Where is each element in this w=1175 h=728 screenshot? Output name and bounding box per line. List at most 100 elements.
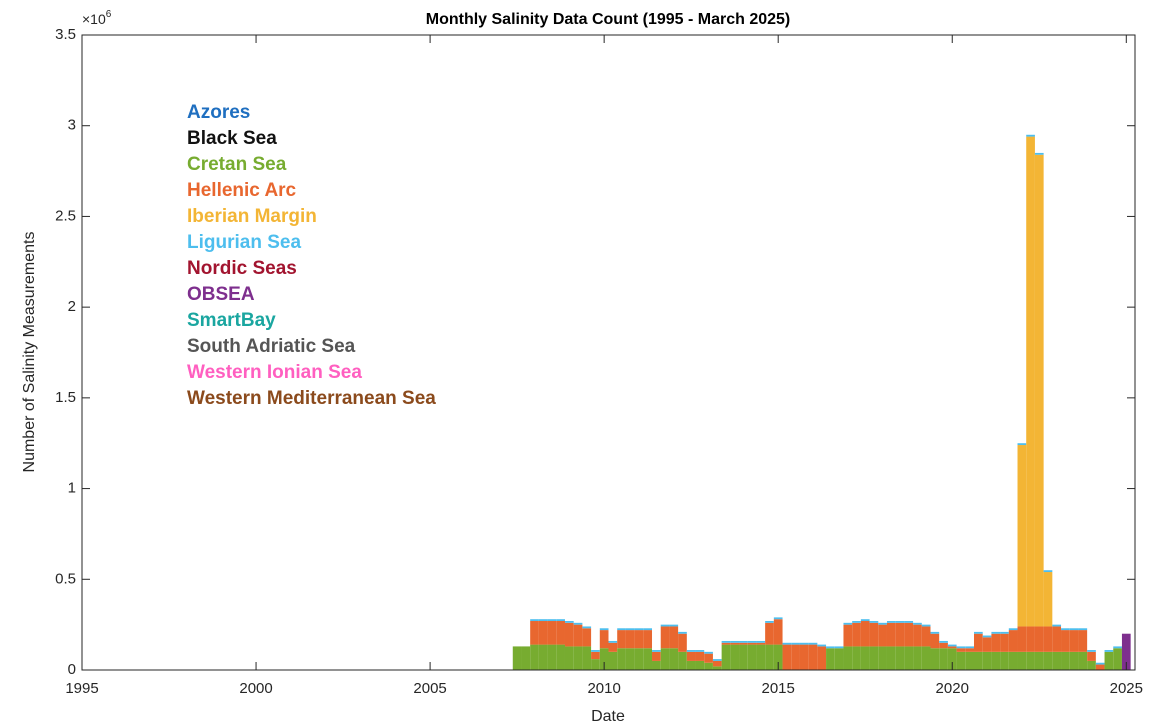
bar-segment [817, 644, 827, 647]
bar-segment [695, 651, 705, 661]
bar-segment [1061, 628, 1070, 631]
legend-entry: Iberian Margin [187, 206, 317, 227]
bar-segment [1095, 664, 1105, 670]
bar-segment [834, 648, 844, 670]
bar-segment [1008, 630, 1018, 652]
bar-segment [530, 621, 539, 645]
legend-entry: Western Mediterranean Sea [187, 388, 436, 409]
bar-segment [852, 622, 861, 647]
bar-segment [765, 622, 774, 645]
bar-segment [599, 630, 609, 649]
bar-segment [634, 628, 644, 631]
bar-segment [1017, 443, 1027, 446]
bar-segment [843, 622, 853, 625]
y-tick-label: 2.5 [55, 207, 76, 224]
bar-segment [686, 660, 696, 670]
bar-segment [939, 648, 948, 670]
bar-segment [547, 619, 557, 622]
bar-segment [582, 646, 592, 670]
bar-segment [895, 621, 905, 623]
bar-segment [721, 640, 731, 643]
bar-segment [686, 651, 696, 661]
bar-segment [1026, 626, 1035, 652]
bar-segment [1034, 651, 1044, 670]
bar-segment [652, 651, 661, 661]
bar-segment [1043, 572, 1053, 627]
bar-segment [556, 644, 565, 670]
bar-segment [843, 624, 853, 647]
bar-segment [991, 631, 1001, 634]
plot-frame [81, 34, 1136, 671]
bar-segment [739, 640, 748, 643]
bar-segment [625, 630, 635, 649]
bar-segment [921, 624, 931, 627]
x-tick-label: 1995 [65, 680, 98, 697]
bar-segment [521, 646, 531, 670]
bar-segment [1078, 630, 1088, 652]
bar-segment [643, 628, 653, 631]
bar-segment [739, 644, 748, 670]
bar-segment [747, 644, 757, 670]
bar-segment [878, 622, 887, 625]
bar-segment [739, 642, 748, 645]
bar-segment [669, 626, 679, 649]
bar-segment [652, 650, 661, 652]
bar-segment [625, 628, 635, 631]
bar-segment [860, 619, 870, 622]
bar-segment [1034, 154, 1044, 627]
bar-segment [1069, 630, 1079, 652]
y-tick-label: 2 [68, 298, 76, 315]
bar-segment [730, 644, 740, 670]
bar-segment [895, 622, 905, 647]
bar-segment [782, 642, 792, 645]
bar-segment [913, 646, 922, 670]
y-multiplier: ×106 [82, 9, 112, 27]
bar-segment [860, 621, 870, 647]
legend-entry: Hellenic Arc [187, 180, 297, 201]
y-multiplier-base: ×10 [82, 11, 106, 27]
bar-segment [982, 635, 992, 638]
bar-segment [617, 628, 626, 631]
bar-segment [1113, 646, 1122, 649]
bar-segment [834, 646, 844, 649]
bar-segment [965, 648, 975, 652]
bar-segment [538, 621, 548, 645]
bar-segment [617, 648, 626, 670]
bar-segment [1026, 136, 1035, 627]
bar-segment [965, 646, 975, 649]
bar-segment [1000, 633, 1009, 652]
legend-entry: Nordic Seas [187, 258, 297, 279]
bar-segment [939, 642, 948, 649]
x-tick-label: 2010 [587, 680, 620, 697]
bar-segment [556, 619, 565, 622]
bar-segment [939, 640, 948, 643]
bar-segment [599, 648, 609, 670]
bar-segment [1052, 626, 1062, 652]
bar-segment [564, 646, 574, 670]
bar-segment [904, 646, 914, 670]
bar-segment [930, 633, 940, 649]
bar-segment [1000, 631, 1009, 634]
bar-segment [869, 622, 879, 647]
bar-segment [799, 644, 809, 670]
bar-segment [991, 651, 1001, 670]
y-tick-label: 1.5 [55, 389, 76, 406]
bar-segment [913, 624, 922, 647]
bar-segment [904, 622, 914, 647]
bar-segment [1000, 651, 1009, 670]
bar-segment [982, 637, 992, 652]
bar-segment [799, 642, 809, 645]
x-tick-label: 2005 [413, 680, 446, 697]
bar-segment [530, 644, 539, 670]
x-tick-label: 2000 [239, 680, 272, 697]
bar-segment [1043, 570, 1053, 573]
bar-segment [1121, 633, 1131, 670]
bar-segment [747, 640, 757, 643]
bar-segment [1061, 651, 1070, 670]
bar-segment [1104, 651, 1114, 670]
bar-segment [721, 644, 731, 670]
bar-segment [817, 646, 827, 670]
bar-segment [1034, 626, 1044, 652]
x-tick-label: 2020 [936, 680, 969, 697]
bar-segment [1078, 628, 1088, 631]
